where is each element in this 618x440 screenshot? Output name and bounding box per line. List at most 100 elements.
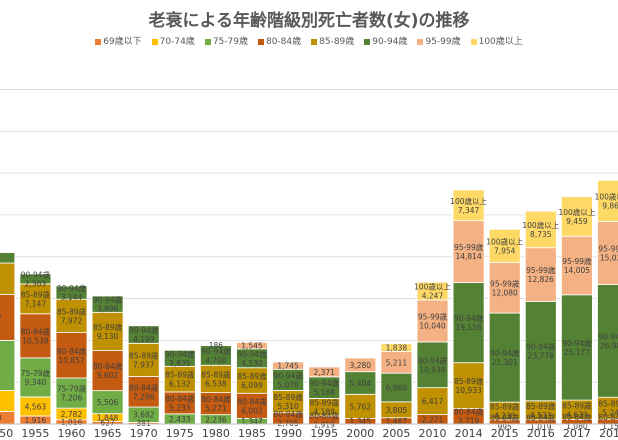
bar-segment <box>488 228 521 263</box>
data-label: 4,247 <box>422 292 444 301</box>
legend-swatch <box>95 38 102 45</box>
data-label: 1,838 <box>386 344 408 353</box>
data-label: 85-89歳 <box>237 371 267 381</box>
data-label: 4,189 <box>313 408 335 417</box>
bar-segment <box>452 362 485 409</box>
data-label: 7,147 <box>25 299 47 308</box>
legend-label: 90-94歳 <box>372 37 408 47</box>
data-label: 10,538 <box>22 336 48 345</box>
data-label: 6,132 <box>169 380 191 389</box>
data-label: 95-99歳 <box>526 265 556 275</box>
data-label: 5,244 <box>602 409 618 418</box>
bar-segment <box>236 341 268 350</box>
data-label: 90-94歳 <box>526 342 556 352</box>
data-label: 95-99歳 <box>490 278 520 288</box>
x-tick-label: 1960 <box>58 427 86 440</box>
data-label: 90-94歳 <box>418 355 448 365</box>
data-label: 3,682 <box>133 411 155 420</box>
legend-swatch <box>364 38 371 45</box>
legend: 69歳以下 70-74歳 75-79歳 80-84歳 85-89歳 90-94歳 95-99… <box>0 34 618 47</box>
bar-segment <box>55 332 88 379</box>
data-label: 0 <box>0 414 2 423</box>
bar-segment <box>0 262 16 295</box>
data-label: 80-84歳 <box>129 382 159 392</box>
data-label: 7,937 <box>133 360 155 369</box>
chart-title: 老衰による年齢階級別死亡者数(女)の推移 <box>148 11 470 31</box>
data-label: 80-84歳 <box>273 409 303 419</box>
bar-segment <box>344 393 377 419</box>
data-label: 5,310 <box>277 402 299 411</box>
data-label: 100歳以上 <box>450 196 487 206</box>
data-label: 12,826 <box>528 275 554 284</box>
data-label: 10,933 <box>455 386 481 395</box>
data-label: 6,099 <box>241 381 263 390</box>
data-label: 3,805 <box>386 406 408 415</box>
data-label: 10,040 <box>419 321 445 330</box>
legend-swatch <box>257 38 264 45</box>
data-label: 10,938 <box>419 365 445 374</box>
legend-label: 69歳以下 <box>103 37 142 47</box>
data-label: 1,345 <box>350 417 372 426</box>
x-tick-label: 2016 <box>527 427 555 440</box>
data-label: 4,533 <box>530 411 552 420</box>
data-label: 6,538 <box>205 379 227 388</box>
legend-label: 80-84歳 <box>265 37 302 47</box>
data-label: 2,705 <box>277 419 299 428</box>
data-label: 80-84歳 <box>237 396 267 406</box>
data-label: 6,860 <box>386 384 408 393</box>
data-label: 85-89歳 <box>598 399 618 409</box>
x-tick-label: 2017 <box>563 427 591 440</box>
data-label: 1,848 <box>97 414 119 423</box>
data-label: 90-94歳 <box>93 295 123 305</box>
data-label: 15,028 <box>600 253 618 262</box>
data-label: 1,545 <box>241 342 263 351</box>
data-label: 9,459 <box>566 217 588 226</box>
data-label: 5,168 <box>313 388 335 397</box>
data-label: 6,002 <box>241 406 263 415</box>
legend-label: 95-99歳 <box>425 37 461 47</box>
data-label: 4,700 <box>205 356 227 365</box>
data-label: 80-84歳 <box>598 412 618 422</box>
bar-segment <box>55 285 88 300</box>
data-label: 25,177 <box>564 348 590 357</box>
data-label: 95-99歳 <box>598 243 618 253</box>
data-label: 80-84歳 <box>57 346 87 356</box>
data-label: 5,233 <box>169 403 191 412</box>
legend-label: 100歳以上 <box>478 37 523 47</box>
bar-segment <box>127 342 160 377</box>
data-label: 90-94歳 <box>201 346 231 356</box>
data-label: 12,080 <box>492 288 518 297</box>
legend-item: 90-94歳 <box>364 34 407 47</box>
data-label: 90-94歳 <box>454 313 484 323</box>
data-label: 85-89歳 <box>490 401 520 411</box>
data-label: 2,271 <box>422 415 444 424</box>
bar-segment <box>163 349 196 367</box>
x-tick-label: 2018 <box>599 427 618 440</box>
bar-segment <box>163 365 196 393</box>
data-label: 85-89歳 <box>201 369 231 379</box>
bar-segment <box>55 298 88 333</box>
x-tick-label: 2005 <box>382 427 410 440</box>
data-label: 85-89歳 <box>165 370 195 380</box>
data-label: 6,417 <box>422 397 444 406</box>
data-label: 1,347 <box>241 417 263 426</box>
bar-segment <box>416 299 449 343</box>
data-label: 21,301 <box>492 358 518 367</box>
data-label: 2,782 <box>61 410 83 419</box>
data-label: 85-89歳 <box>57 306 87 316</box>
data-label: 85-89歳 <box>21 289 51 299</box>
data-label: 95-99歳 <box>418 311 448 321</box>
data-label: 5,271 <box>205 404 227 413</box>
x-tick-label: 2015 <box>491 427 519 440</box>
legend-swatch <box>151 38 158 45</box>
data-label: 100歳以上 <box>558 207 595 217</box>
data-label: 80-84歳 <box>21 326 51 336</box>
x-tick-label: 1970 <box>130 427 158 440</box>
data-labels: 071,9164,56375-79歳9,34080-84歳10,53885-89… <box>0 191 618 431</box>
bar-segment <box>524 210 557 249</box>
data-label: 627 <box>100 419 115 428</box>
data-label: 186 <box>209 341 224 350</box>
data-label: 5,070 <box>277 380 299 389</box>
